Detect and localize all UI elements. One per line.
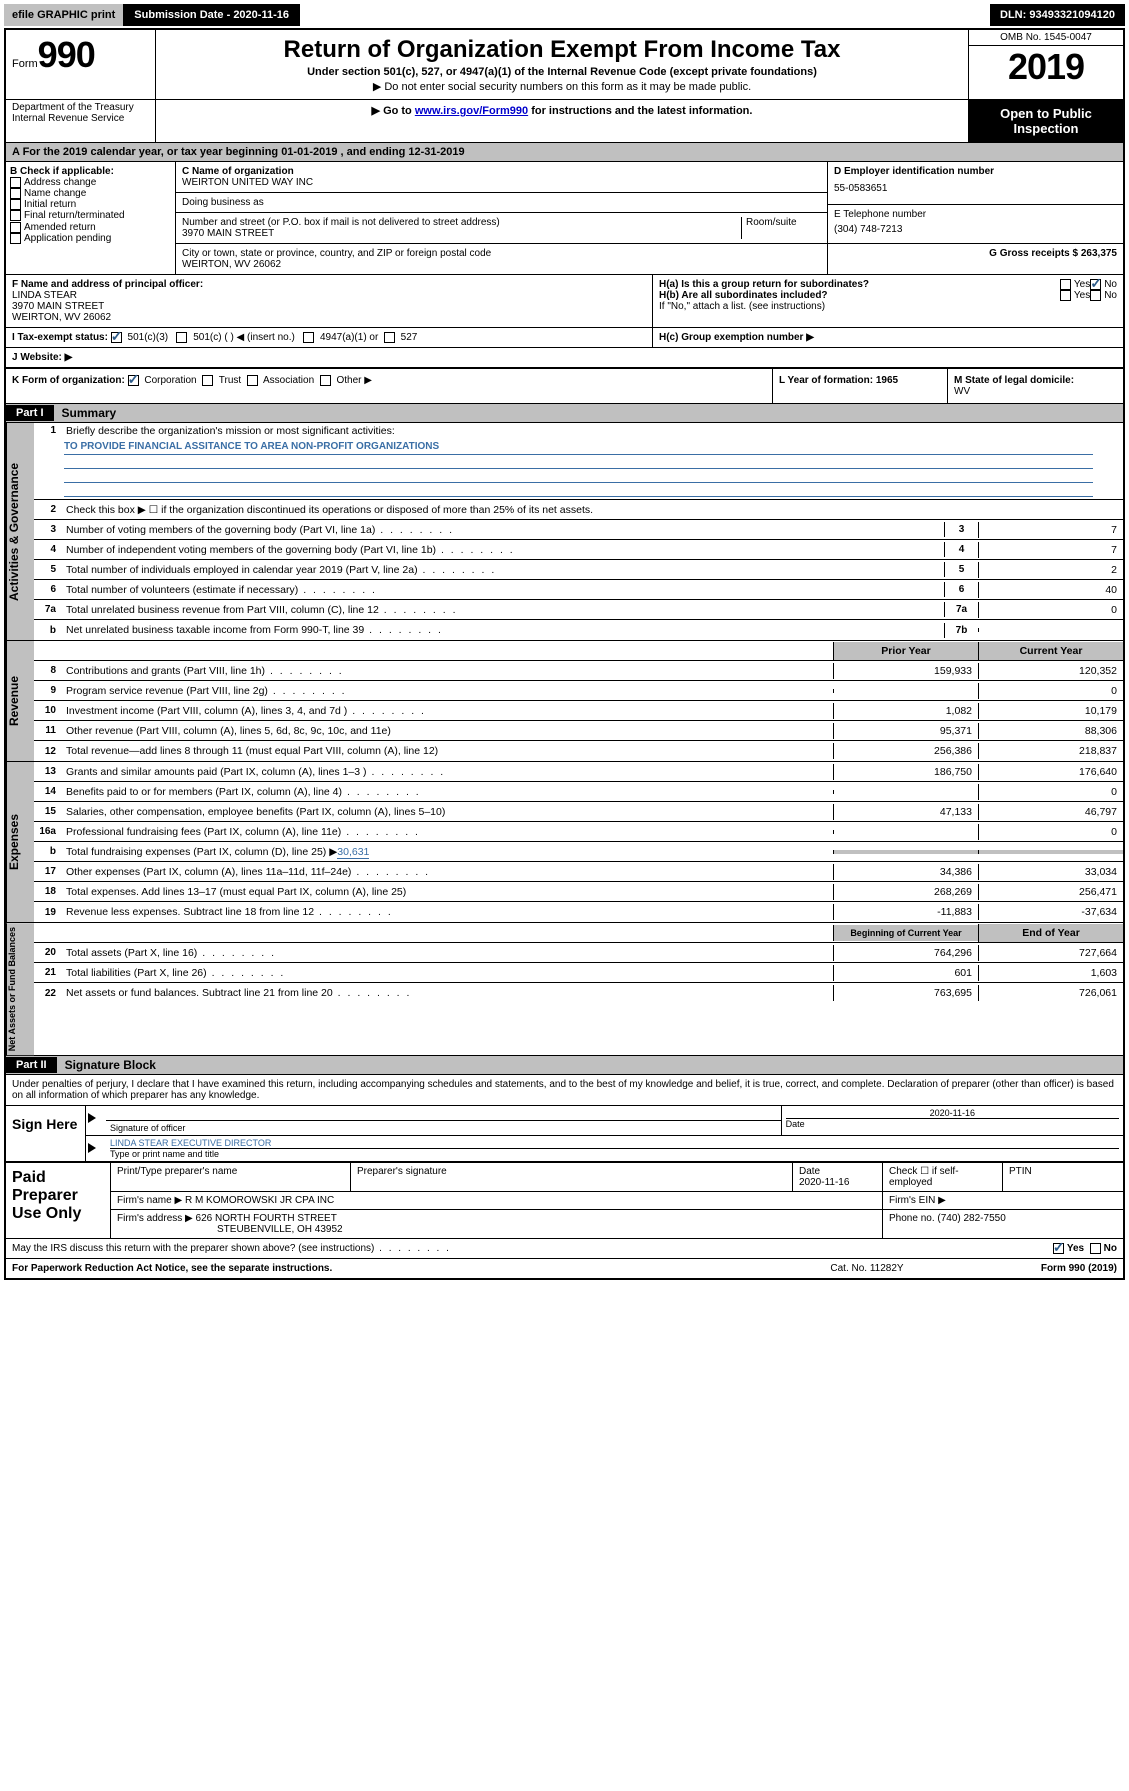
section-b: B Check if applicable: Address change Na… [6, 162, 176, 274]
gross-receipts: G Gross receipts $ 263,375 [834, 248, 1117, 259]
submission-date-btn[interactable]: Submission Date - 2020-11-16 [123, 4, 300, 26]
checkbox-final-return[interactable] [10, 210, 21, 221]
checkbox-initial-return[interactable] [10, 199, 21, 210]
form-container: Form990 Return of Organization Exempt Fr… [4, 28, 1125, 1280]
checkbox-discuss-no[interactable] [1090, 1243, 1101, 1254]
val-4: 7 [978, 542, 1123, 558]
tax-year: 2019 [969, 46, 1123, 88]
irs-link[interactable]: www.irs.gov/Form990 [415, 105, 528, 117]
form-990-number: 990 [38, 34, 95, 75]
section-hc: H(c) Group exemption number ▶ [653, 328, 1123, 347]
checkbox-amended[interactable] [10, 222, 21, 233]
val-7b [978, 628, 1123, 632]
phone: (304) 748-7213 [834, 220, 1117, 239]
open-inspection: Open to Public Inspection [969, 100, 1123, 142]
side-expenses: Expenses [6, 762, 34, 922]
section-de: D Employer identification number 55-0583… [828, 162, 1123, 274]
department-block: Department of the Treasury Internal Reve… [6, 100, 156, 142]
checkbox-other[interactable] [320, 375, 331, 386]
topbar: efile GRAPHIC print Submission Date - 20… [4, 4, 1125, 26]
checkbox-501c3[interactable] [111, 332, 122, 343]
side-revenue: Revenue [6, 641, 34, 761]
checkbox-4947[interactable] [303, 332, 314, 343]
checkbox-ha-no[interactable] [1090, 279, 1101, 290]
firm-name: R M KOMOROWSKI JR CPA INC [185, 1195, 334, 1206]
checkbox-name-change[interactable] [10, 188, 21, 199]
arrow-icon [88, 1113, 96, 1123]
goto-link-row: ▶ Go to www.irs.gov/Form990 for instruct… [156, 100, 968, 142]
fundraising-total: 30,631 [337, 846, 369, 859]
checkbox-hb-no[interactable] [1090, 290, 1101, 301]
checkbox-assoc[interactable] [247, 375, 258, 386]
title-block: Return of Organization Exempt From Incom… [156, 30, 968, 99]
subtitle-2: ▶ Do not enter social security numbers o… [164, 80, 960, 93]
paid-preparer-block: Paid Preparer Use Only Print/Type prepar… [6, 1163, 1123, 1239]
period-row: A For the 2019 calendar year, or tax yea… [6, 143, 1123, 162]
section-k: K Form of organization: Corporation Trus… [6, 369, 773, 403]
side-activities: Activities & Governance [6, 423, 34, 640]
section-i: I Tax-exempt status: 501(c)(3) 501(c) ( … [6, 328, 653, 347]
org-address: 3970 MAIN STREET [182, 228, 741, 239]
checkbox-501c[interactable] [176, 332, 187, 343]
val-6: 40 [978, 582, 1123, 598]
efile-label[interactable]: efile GRAPHIC print [4, 4, 123, 26]
section-m: M State of legal domicile:WV [948, 369, 1123, 403]
part2-header: Part II Signature Block [6, 1056, 1123, 1075]
firm-phone: Phone no. (740) 282-7550 [883, 1210, 1123, 1238]
form-number-block: Form990 [6, 30, 156, 99]
form-title: Return of Organization Exempt From Incom… [164, 36, 960, 64]
section-c: C Name of organization WEIRTON UNITED WA… [176, 162, 828, 274]
officer-name: LINDA STEAR EXECUTIVE DIRECTOR [110, 1138, 1119, 1149]
val-7a: 0 [978, 602, 1123, 618]
ein: 55-0583651 [834, 177, 1117, 200]
section-h: H(a) Is this a group return for subordin… [653, 275, 1123, 327]
mission-text: TO PROVIDE FINANCIAL ASSITANCE TO AREA N… [64, 441, 1093, 455]
checkbox-hb-yes[interactable] [1060, 290, 1071, 301]
checkbox-trust[interactable] [202, 375, 213, 386]
checkbox-ha-yes[interactable] [1060, 279, 1071, 290]
checkbox-527[interactable] [384, 332, 395, 343]
section-l: L Year of formation: 1965 [773, 369, 948, 403]
perjury-text: Under penalties of perjury, I declare th… [6, 1075, 1123, 1106]
checkbox-corp[interactable] [128, 375, 139, 386]
part1-header: Part I Summary [6, 404, 1123, 423]
val-3: 7 [978, 522, 1123, 538]
section-f: F Name and address of principal officer:… [6, 275, 653, 327]
omb-number: OMB No. 1545-0047 [969, 30, 1123, 46]
side-netassets: Net Assets or Fund Balances [6, 923, 34, 1055]
val-5: 2 [978, 562, 1123, 578]
section-j: J Website: ▶ [6, 348, 1123, 367]
footer-row: For Paperwork Reduction Act Notice, see … [6, 1258, 1123, 1278]
discuss-row: May the IRS discuss this return with the… [6, 1239, 1123, 1258]
checkbox-address-change[interactable] [10, 177, 21, 188]
arrow-icon [88, 1143, 96, 1153]
sign-here-block: Sign Here Signature of officer 2020-11-1… [6, 1106, 1123, 1163]
checkbox-application-pending[interactable] [10, 233, 21, 244]
subtitle-1: Under section 501(c), 527, or 4947(a)(1)… [164, 66, 960, 78]
org-name: WEIRTON UNITED WAY INC [182, 177, 821, 188]
dln-label: DLN: 93493321094120 [990, 4, 1125, 26]
right-header-block: OMB No. 1545-0047 2019 [968, 30, 1123, 99]
org-city: WEIRTON, WV 26062 [182, 259, 821, 270]
checkbox-discuss-yes[interactable] [1053, 1243, 1064, 1254]
